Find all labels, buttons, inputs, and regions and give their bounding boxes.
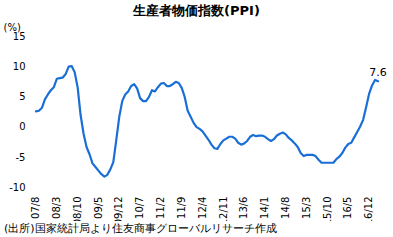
svg-text:10: 10	[13, 61, 26, 72]
svg-text:15/3: 15/3	[301, 197, 312, 219]
svg-text:7.6: 7.6	[369, 66, 387, 79]
svg-text:09/12: 09/12	[113, 197, 124, 222]
svg-text:16/5: 16/5	[342, 197, 353, 219]
svg-text:14/8: 14/8	[280, 197, 291, 219]
svg-text:16/12: 16/12	[363, 197, 374, 222]
svg-text:15: 15	[12, 30, 26, 42]
svg-text:5: 5	[19, 91, 25, 102]
svg-text:12/4: 12/4	[197, 197, 208, 219]
svg-text:11/2: 11/2	[155, 197, 166, 219]
svg-text:08/3: 08/3	[51, 197, 62, 219]
svg-text:-10: -10	[9, 182, 25, 193]
svg-text:10/7: 10/7	[134, 197, 145, 219]
svg-text:-5: -5	[16, 152, 26, 163]
html-text:生産者物価指数(PPI): 生産者物価指数(PPI)	[133, 3, 260, 18]
svg-text:12/11: 12/11	[218, 197, 229, 222]
svg-text:0: 0	[19, 121, 25, 132]
svg-text:07/8: 07/8	[30, 197, 41, 219]
html-text:(出所)国家統計局より住友商事グローバルリサーチ作成: (出所)国家統計局より住友商事グローバルリサーチ作成	[4, 222, 277, 235]
svg-text:14/1: 14/1	[259, 197, 270, 219]
svg-text:09/5: 09/5	[93, 197, 104, 219]
svg-text:11/9: 11/9	[176, 197, 187, 219]
svg-text:08/10: 08/10	[72, 197, 83, 222]
svg-text:13/6: 13/6	[238, 197, 249, 219]
svg-text:15/10: 15/10	[322, 197, 333, 222]
svg-text:(%): (%)	[4, 22, 21, 33]
